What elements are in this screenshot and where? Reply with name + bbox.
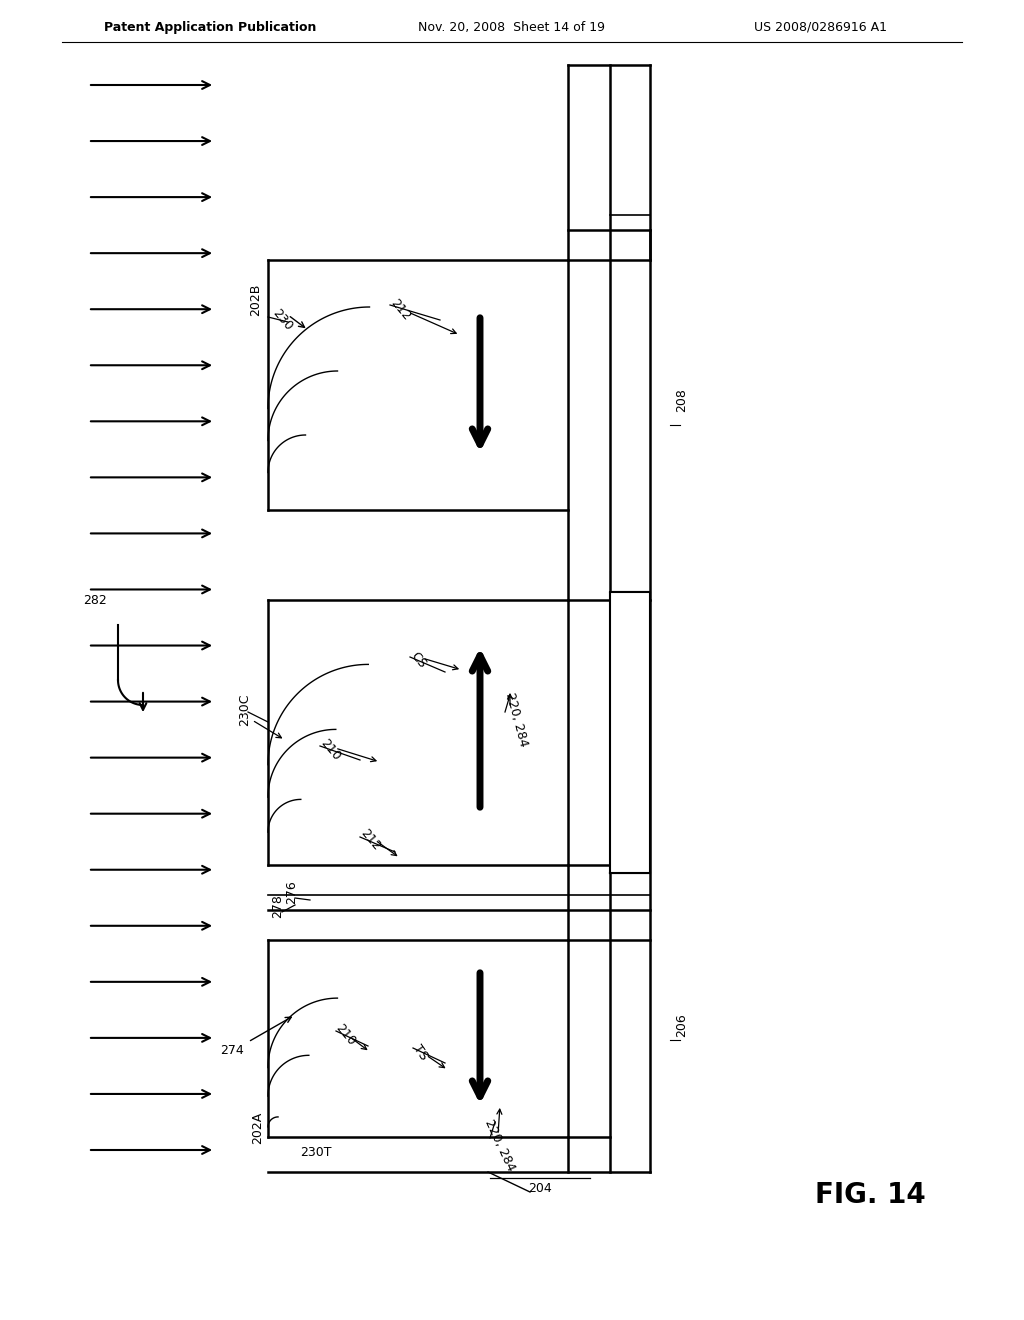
Text: 278: 278 bbox=[271, 894, 285, 917]
Text: 204: 204 bbox=[528, 1181, 552, 1195]
Text: 206: 206 bbox=[676, 1014, 688, 1038]
Text: Nov. 20, 2008  Sheet 14 of 19: Nov. 20, 2008 Sheet 14 of 19 bbox=[419, 21, 605, 33]
Text: CS: CS bbox=[408, 649, 428, 671]
Text: 212: 212 bbox=[387, 297, 413, 323]
Text: 208: 208 bbox=[676, 388, 688, 412]
Text: 230C: 230C bbox=[239, 694, 252, 726]
Text: 212: 212 bbox=[357, 826, 383, 853]
Text: 220, 284: 220, 284 bbox=[482, 1117, 517, 1173]
Text: 202B: 202B bbox=[250, 284, 262, 317]
Text: 274: 274 bbox=[220, 1044, 244, 1056]
Text: 210: 210 bbox=[317, 737, 343, 763]
Bar bbox=[610, 591, 650, 873]
Text: 210: 210 bbox=[333, 1022, 357, 1048]
Text: 230T: 230T bbox=[300, 1146, 332, 1159]
Text: TS: TS bbox=[411, 1041, 430, 1063]
Text: 202A: 202A bbox=[252, 1111, 264, 1144]
Text: 282: 282 bbox=[83, 594, 106, 606]
Text: 220, 284: 220, 284 bbox=[504, 692, 530, 748]
Text: Patent Application Publication: Patent Application Publication bbox=[103, 21, 316, 33]
Text: US 2008/0286916 A1: US 2008/0286916 A1 bbox=[754, 21, 887, 33]
Text: 230: 230 bbox=[269, 306, 295, 333]
Text: 276: 276 bbox=[286, 880, 299, 904]
Text: FIG. 14: FIG. 14 bbox=[815, 1181, 926, 1209]
